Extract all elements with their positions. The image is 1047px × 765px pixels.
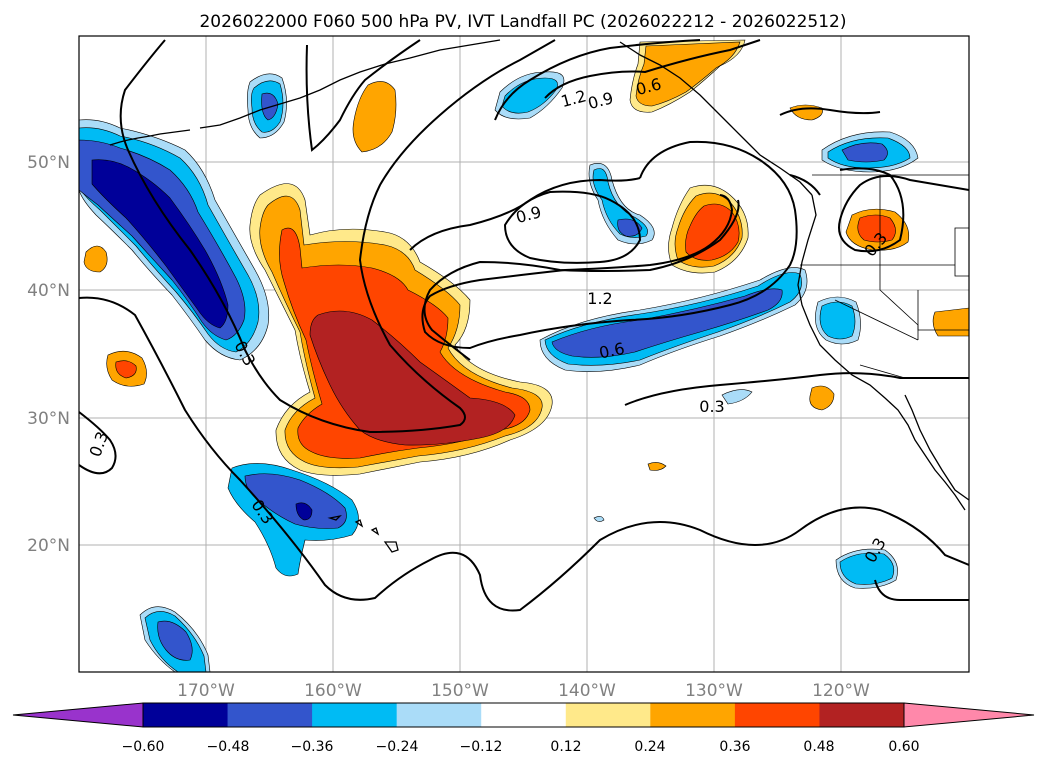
lon-label-120w: 120°W — [812, 681, 870, 701]
colorbar-extend-high — [903, 702, 1035, 728]
colorbar-cell — [481, 703, 567, 727]
lon-label-170w: 170°W — [177, 681, 235, 701]
colorbar-tick: 0.48 — [803, 739, 834, 755]
colorbar-tick: −0.24 — [376, 739, 419, 755]
lat-label-50n: 50°N — [27, 153, 70, 173]
colorbar-cell — [143, 703, 229, 727]
pv-contours — [79, 39, 969, 612]
lat-label-40n: 40°N — [27, 281, 70, 301]
colorbar: −0.60 −0.48 −0.36 −0.24 −0.12 0.12 0.24 … — [12, 702, 1035, 755]
contour-label: 0.6 — [597, 339, 626, 363]
colorbar-ticks: −0.60 −0.48 −0.36 −0.24 −0.12 0.12 0.24 … — [122, 739, 920, 755]
map-frame — [78, 35, 970, 673]
colorbar-cells — [143, 703, 905, 727]
figure-title: 2026022000 F060 500 hPa PV, IVT Landfall… — [199, 12, 846, 32]
colorbar-tick: 0.12 — [550, 739, 581, 755]
contour-label: 0.3 — [699, 397, 724, 416]
colorbar-extend-low — [12, 702, 144, 728]
colorbar-cell — [734, 703, 820, 727]
colorbar-outline — [142, 702, 905, 728]
colorbar-tick: −0.12 — [460, 739, 503, 755]
colorbar-tick: −0.36 — [291, 739, 334, 755]
colorbar-tick: 0.36 — [719, 739, 750, 755]
colorbar-cell — [565, 703, 651, 727]
lon-label-140w: 140°W — [558, 681, 616, 701]
latitude-labels: 50°N 40°N 30°N 20°N — [27, 153, 70, 556]
colorbar-tick: 0.60 — [888, 739, 919, 755]
colorbar-cell — [650, 703, 736, 727]
coastlines — [109, 39, 969, 553]
colorbar-tick: −0.60 — [122, 739, 165, 755]
colorbar-tick: 0.24 — [634, 739, 665, 755]
colorbar-cell — [819, 703, 905, 727]
colorbar-cell — [312, 703, 398, 727]
lat-label-30n: 30°N — [27, 409, 70, 429]
colorbar-tick: −0.48 — [207, 739, 250, 755]
positive-anomaly-fields — [83, 39, 969, 476]
longitude-labels: 170°W 160°W 150°W 140°W 130°W 120°W — [177, 681, 870, 701]
political-borders — [800, 174, 969, 379]
lon-label-160w: 160°W — [304, 681, 362, 701]
map-panel: 1.2 0.9 0.6 0.9 1.2 0.6 0.3 0.3 0.3 0.3 … — [79, 36, 969, 672]
contour-label: 1.2 — [587, 289, 612, 308]
lon-label-130w: 130°W — [685, 681, 743, 701]
colorbar-cell — [227, 703, 313, 727]
lon-label-150w: 150°W — [431, 681, 489, 701]
colorbar-cell — [396, 703, 482, 727]
lat-label-20n: 20°N — [27, 536, 70, 556]
